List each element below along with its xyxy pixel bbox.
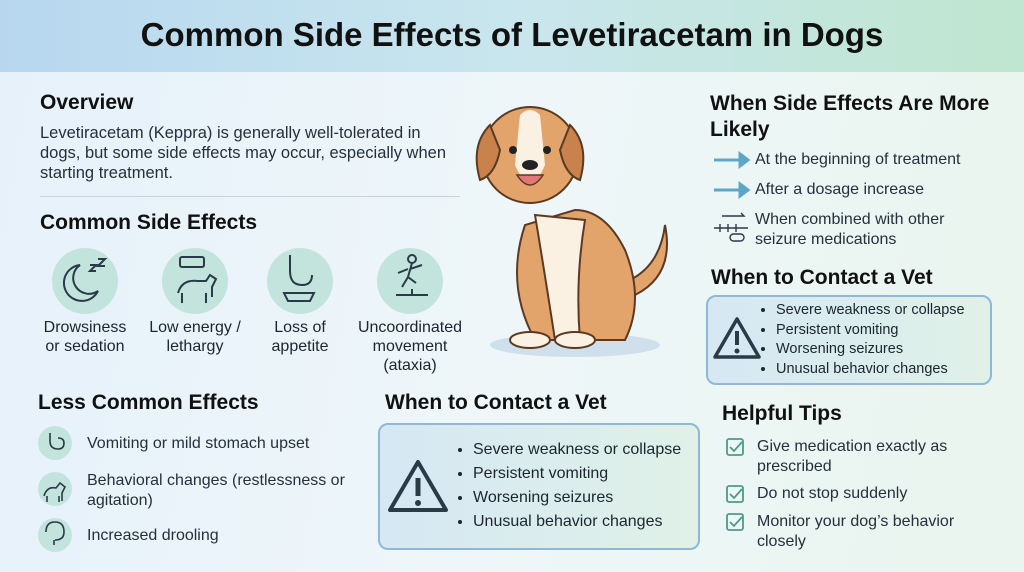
less-common-item: Vomiting or mild stomach upset: [87, 435, 310, 452]
vet-item: Unusual behavior changes: [776, 360, 1001, 380]
vet-right-box: [706, 295, 992, 385]
page-title: Common Side Effects of Levetiracetam in …: [140, 16, 884, 53]
more-likely-title: When Side Effects Are More Likely: [710, 92, 990, 141]
vet-item: Severe weakness or collapse: [473, 438, 713, 462]
vet-center-list: Severe weakness or collapse Persistent v…: [457, 438, 713, 534]
more-likely-item: When combined with other seizure medicat…: [755, 211, 945, 248]
vet-center-title: When to Contact a Vet: [385, 391, 607, 414]
less-common-item: Behavioral changes (restlessness or agit…: [87, 472, 345, 509]
tip-item: Do not stop suddenly: [757, 485, 908, 502]
check-icons: [726, 438, 744, 531]
less-common-icons: [38, 426, 72, 552]
more-likely-item: At the beginning of treatment: [755, 151, 961, 168]
tips-title: Helpful Tips: [722, 402, 842, 425]
header-banner: [0, 0, 1024, 72]
less-common-title: Less Common Effects: [38, 391, 259, 414]
common-item: Low energy / lethargy: [149, 319, 241, 355]
common-item: Drowsiness or sedation: [43, 319, 127, 355]
vet-item: Severe weakness or collapse: [776, 301, 1001, 321]
less-common-item: Increased drooling: [87, 527, 219, 544]
vet-right-title: When to Contact a Vet: [711, 266, 933, 289]
common-title: Common Side Effects: [40, 211, 258, 234]
tip-item: Give medication exactly as prescribed: [757, 438, 948, 475]
common-item: Loss of appetite: [271, 319, 329, 355]
more-likely-item: After a dosage increase: [755, 181, 924, 198]
warning-icon: [388, 460, 448, 512]
dog-illustration: [475, 106, 668, 357]
vet-item: Persistent vomiting: [776, 321, 1001, 341]
vet-item: Worsening seizures: [776, 340, 1001, 360]
overview-title: Overview: [40, 91, 134, 114]
common-icons: [52, 248, 443, 314]
warning-icon: [713, 317, 761, 359]
tip-item: Monitor your dog’s behavior closely: [757, 513, 955, 550]
common-item: Uncoordinated movement (ataxia): [357, 319, 463, 374]
vet-right-list: Severe weakness or collapse Persistent v…: [760, 301, 1001, 379]
vet-item: Worsening seizures: [473, 486, 713, 510]
vet-item: Unusual behavior changes: [473, 510, 713, 534]
timing-icons: [714, 151, 751, 242]
vet-item: Persistent vomiting: [473, 462, 713, 486]
overview-text: Levetiracetam (Keppra) is generally well…: [40, 124, 446, 182]
divider: [40, 196, 460, 197]
